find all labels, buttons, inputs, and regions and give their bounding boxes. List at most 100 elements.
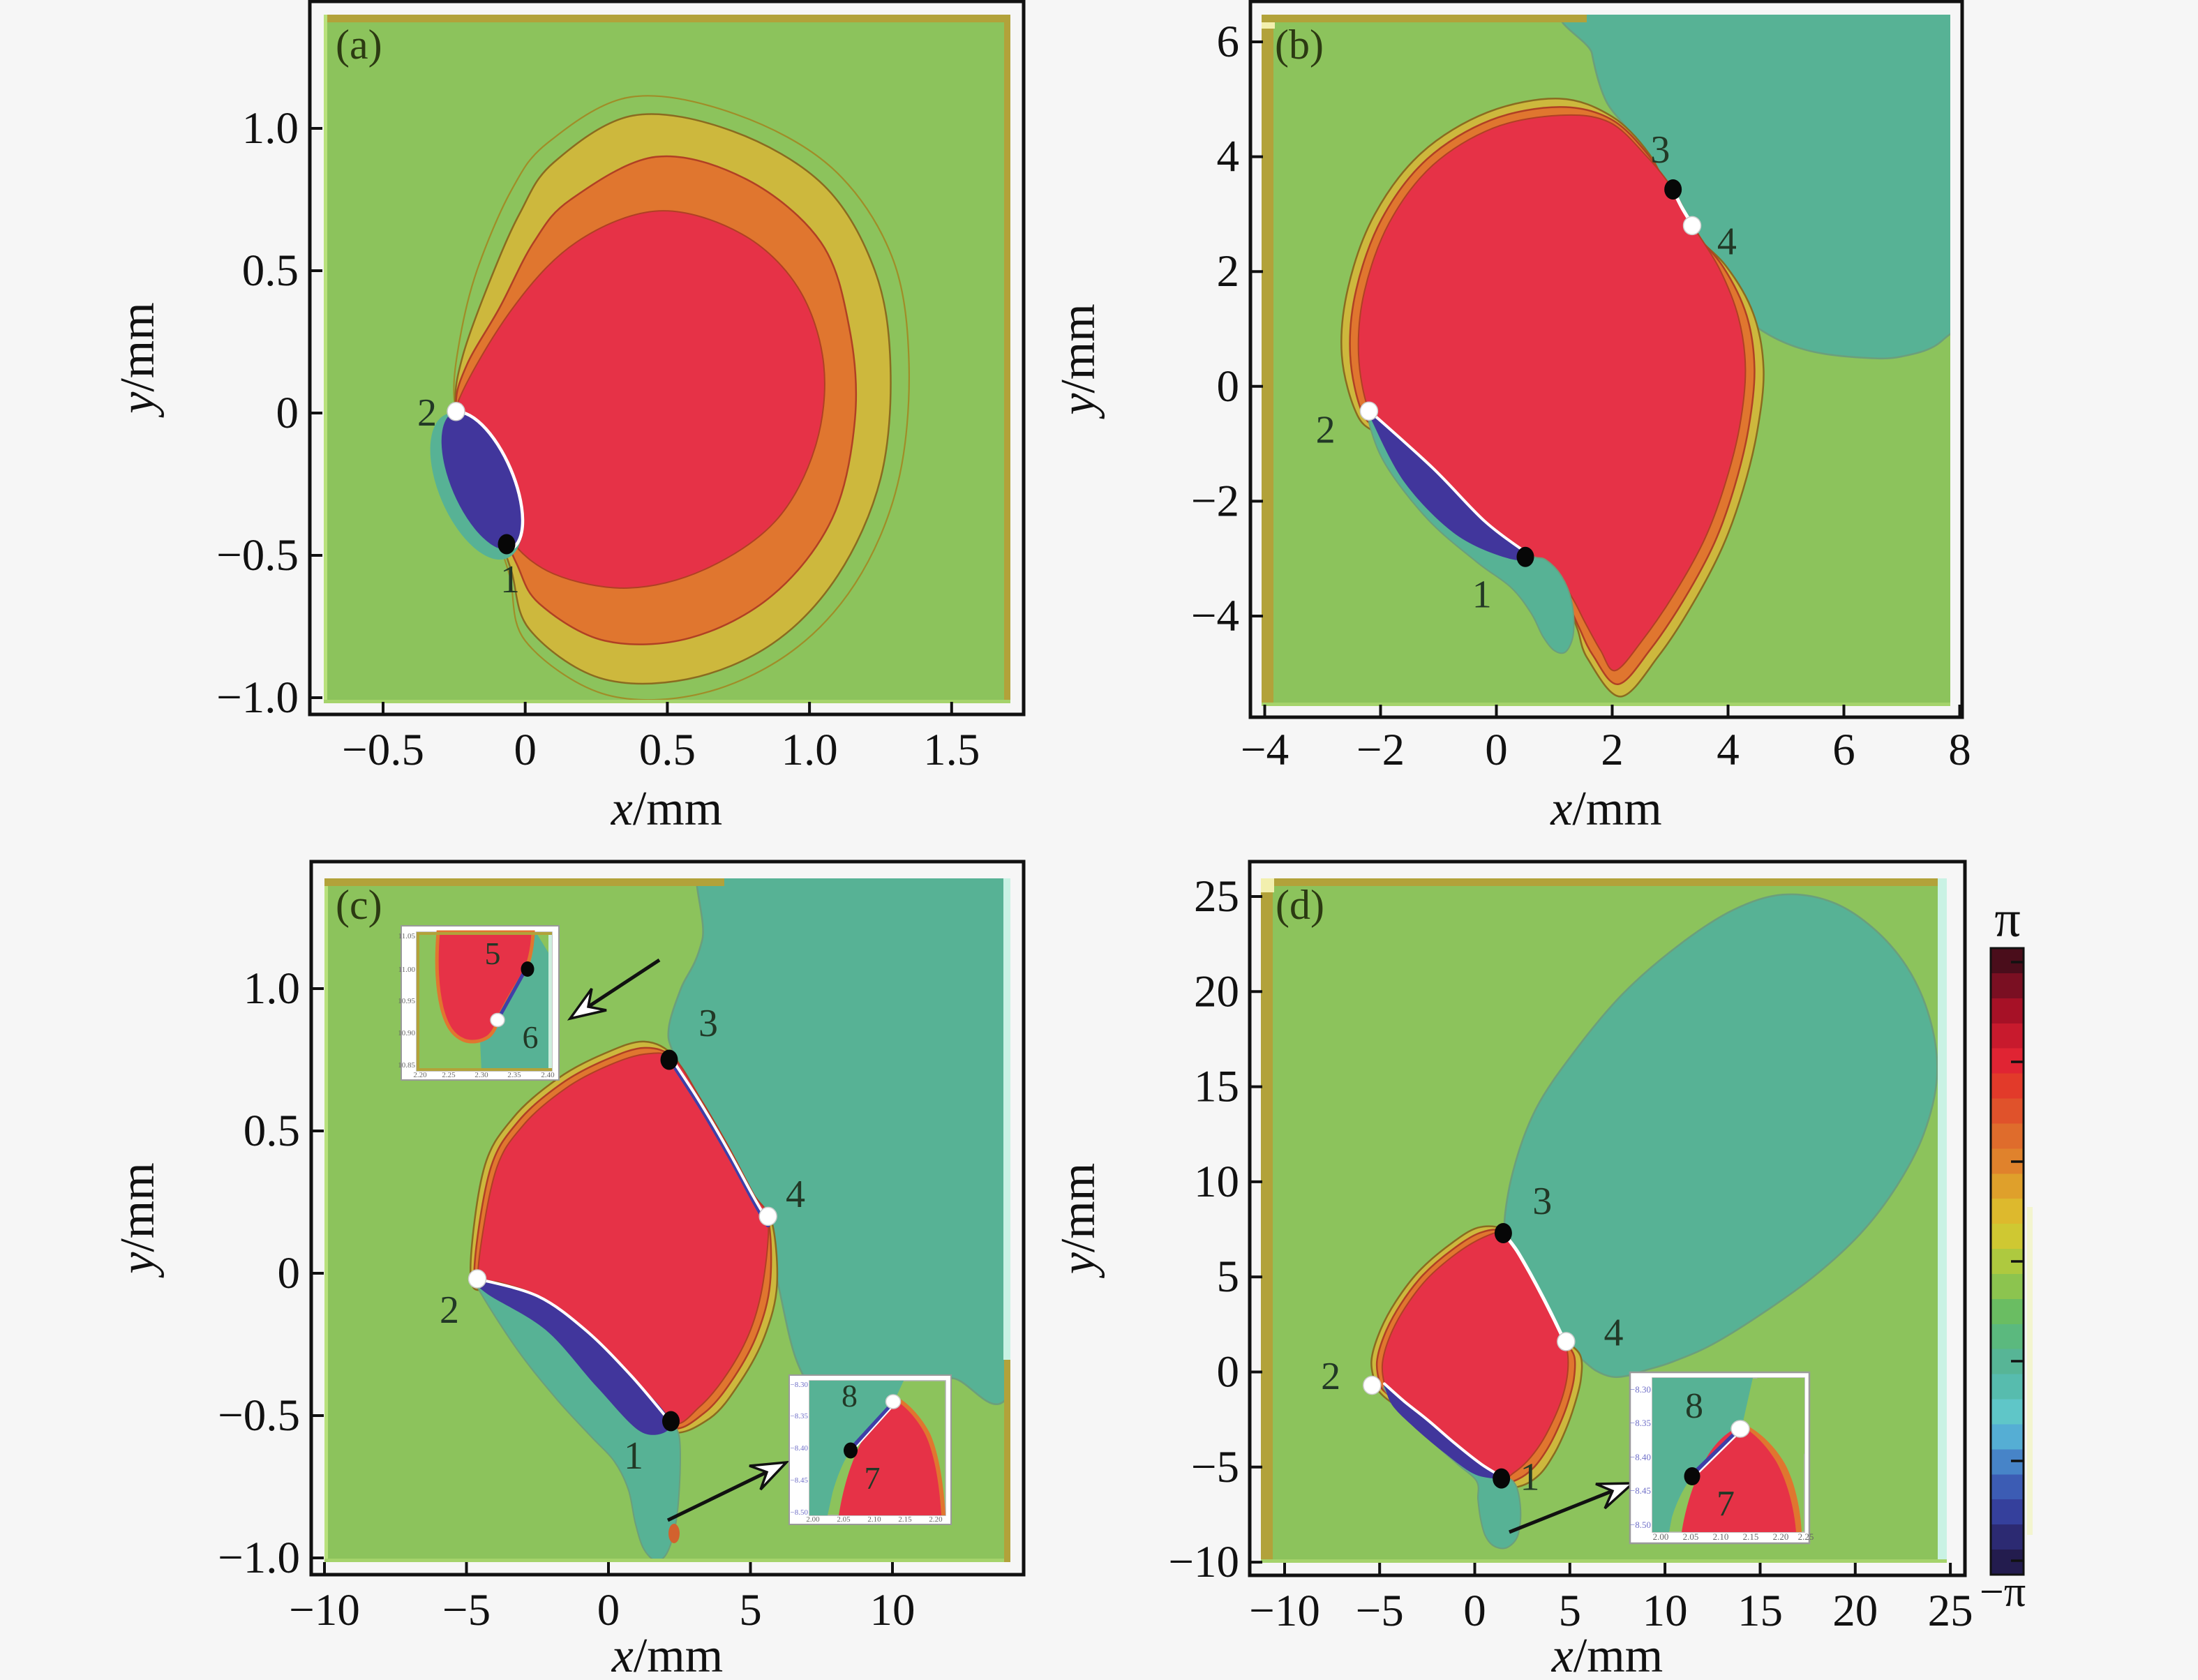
svg-text:−5: −5 <box>442 1585 491 1635</box>
svg-text:0: 0 <box>276 388 299 438</box>
svg-text:1: 1 <box>1520 1456 1540 1499</box>
svg-text:x/mm: x/mm <box>1551 1629 1663 1680</box>
svg-text:1: 1 <box>624 1434 643 1478</box>
svg-text:−8.30: −8.30 <box>791 1381 809 1389</box>
svg-text:x/mm: x/mm <box>1550 782 1661 836</box>
svg-text:5: 5 <box>739 1585 762 1635</box>
svg-text:7: 7 <box>1717 1484 1735 1524</box>
svg-text:2.10: 2.10 <box>1713 1531 1729 1542</box>
svg-text:−8.35: −8.35 <box>791 1412 809 1420</box>
svg-text:2.15: 2.15 <box>1743 1531 1759 1542</box>
svg-text:y/mm: y/mm <box>111 1162 165 1277</box>
svg-text:2.00: 2.00 <box>806 1515 820 1524</box>
svg-text:8: 8 <box>842 1378 858 1413</box>
svg-text:2.40: 2.40 <box>541 1071 555 1079</box>
svg-text:(a): (a) <box>336 22 382 68</box>
svg-text:−0.5: −0.5 <box>216 530 299 580</box>
svg-text:2.25: 2.25 <box>442 1071 456 1079</box>
svg-text:5: 5 <box>485 936 501 971</box>
svg-text:25: 25 <box>1194 871 1239 922</box>
svg-text:3: 3 <box>1532 1180 1552 1223</box>
svg-text:20: 20 <box>1832 1586 1878 1636</box>
svg-text:25: 25 <box>1928 1586 1973 1636</box>
svg-text:1: 1 <box>500 558 520 601</box>
svg-text:π: π <box>1994 891 2020 948</box>
svg-text:−10: −10 <box>289 1585 360 1635</box>
svg-text:5: 5 <box>1559 1586 1582 1636</box>
svg-text:15: 15 <box>1737 1586 1783 1636</box>
svg-text:2.25: 2.25 <box>1798 1531 1814 1542</box>
svg-text:−8.35: −8.35 <box>1630 1418 1651 1428</box>
svg-text:0: 0 <box>278 1248 301 1298</box>
svg-text:11.05: 11.05 <box>398 932 416 940</box>
svg-text:−8.45: −8.45 <box>1630 1485 1651 1496</box>
svg-text:−1.0: −1.0 <box>216 673 299 723</box>
svg-text:1.5: 1.5 <box>923 725 980 775</box>
svg-text:4: 4 <box>1717 725 1740 775</box>
svg-text:3: 3 <box>698 1002 718 1045</box>
svg-text:−0.5: −0.5 <box>218 1390 300 1441</box>
svg-text:6: 6 <box>1217 17 1240 67</box>
svg-text:2.05: 2.05 <box>1683 1531 1699 1542</box>
svg-text:0: 0 <box>1485 725 1508 775</box>
svg-text:−4: −4 <box>1191 591 1239 641</box>
svg-text:2: 2 <box>1321 1355 1340 1398</box>
svg-text:2.35: 2.35 <box>507 1071 521 1079</box>
svg-text:8: 8 <box>1685 1386 1703 1426</box>
svg-text:−5: −5 <box>1191 1442 1239 1492</box>
svg-text:6: 6 <box>1832 725 1855 775</box>
svg-text:−2: −2 <box>1191 476 1239 526</box>
svg-text:0.5: 0.5 <box>639 725 696 775</box>
svg-text:4: 4 <box>786 1173 805 1216</box>
svg-text:1: 1 <box>1472 573 1492 617</box>
svg-text:x/mm: x/mm <box>611 1629 723 1680</box>
svg-text:0: 0 <box>1217 361 1240 412</box>
svg-text:(c): (c) <box>336 882 382 928</box>
svg-text:x/mm: x/mm <box>611 782 722 836</box>
svg-text:2.20: 2.20 <box>929 1515 943 1524</box>
svg-text:10: 10 <box>870 1585 915 1635</box>
svg-text:y/mm: y/mm <box>1052 1163 1105 1278</box>
svg-text:−8.50: −8.50 <box>1630 1520 1651 1530</box>
svg-text:2.10: 2.10 <box>867 1515 881 1524</box>
svg-text:10.90: 10.90 <box>398 1029 415 1037</box>
svg-text:0.5: 0.5 <box>244 1106 300 1156</box>
svg-text:6: 6 <box>523 1019 539 1055</box>
svg-text:2: 2 <box>1316 408 1336 451</box>
svg-text:2: 2 <box>1217 246 1240 297</box>
svg-text:−8.40: −8.40 <box>791 1444 809 1453</box>
svg-text:0: 0 <box>1463 1586 1486 1636</box>
svg-text:10.85: 10.85 <box>398 1061 415 1070</box>
svg-text:4: 4 <box>1603 1311 1623 1354</box>
svg-text:2.15: 2.15 <box>898 1515 912 1524</box>
svg-text:−0.5: −0.5 <box>342 725 424 775</box>
svg-text:−10: −10 <box>1249 1586 1320 1636</box>
svg-text:10: 10 <box>1643 1586 1688 1636</box>
svg-text:3: 3 <box>1650 128 1670 172</box>
svg-text:(b): (b) <box>1275 22 1324 68</box>
svg-text:7: 7 <box>865 1460 881 1496</box>
svg-text:−2: −2 <box>1356 725 1405 775</box>
svg-text:0: 0 <box>597 1585 620 1635</box>
svg-text:4: 4 <box>1217 132 1240 182</box>
svg-text:−8.30: −8.30 <box>1630 1384 1651 1395</box>
svg-text:−8.50: −8.50 <box>791 1508 809 1517</box>
svg-text:5: 5 <box>1217 1252 1240 1302</box>
svg-text:10.95: 10.95 <box>398 997 415 1005</box>
svg-text:15: 15 <box>1194 1062 1239 1112</box>
svg-text:2.00: 2.00 <box>1653 1531 1669 1542</box>
svg-text:(d): (d) <box>1276 882 1324 928</box>
svg-text:2: 2 <box>1601 725 1624 775</box>
svg-text:2: 2 <box>440 1289 459 1332</box>
svg-text:1.0: 1.0 <box>244 963 300 1014</box>
svg-text:2.20: 2.20 <box>1773 1531 1789 1542</box>
svg-text:−1.0: −1.0 <box>218 1533 300 1583</box>
svg-text:−8.45: −8.45 <box>791 1476 809 1485</box>
svg-text:2.30: 2.30 <box>474 1071 488 1079</box>
svg-text:2.20: 2.20 <box>413 1071 427 1079</box>
svg-text:y/mm: y/mm <box>1052 303 1105 419</box>
svg-text:8: 8 <box>1948 725 1971 775</box>
svg-text:2: 2 <box>417 391 437 435</box>
svg-text:−8.40: −8.40 <box>1630 1452 1651 1462</box>
svg-text:20: 20 <box>1194 966 1239 1017</box>
